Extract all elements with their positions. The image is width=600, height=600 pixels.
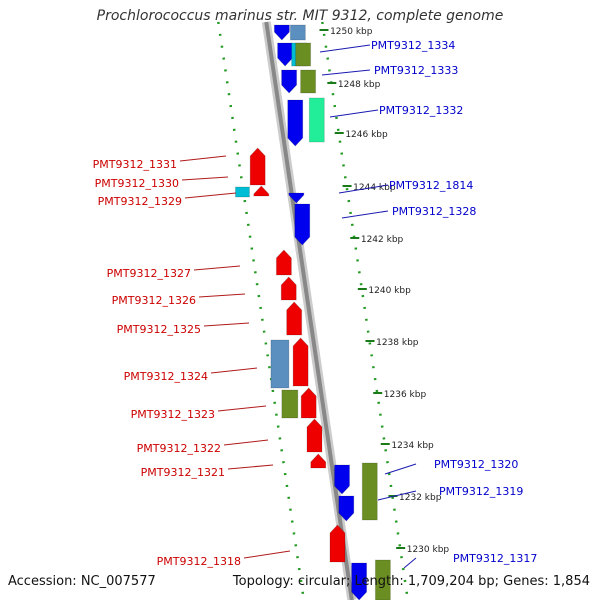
forward-gene-arrow xyxy=(281,69,298,94)
scale-tick-label: 1240 kbp xyxy=(368,286,411,296)
scale-tick-label: 1232 kbp xyxy=(399,493,442,503)
scale-tick-label: 1230 kbp xyxy=(407,545,450,555)
forward-gene-arrow xyxy=(334,464,351,495)
gene-label-pmt9312-1327: PMT9312_1327 xyxy=(107,267,191,280)
gene-label-pmt9312-1331: PMT9312_1331 xyxy=(93,158,177,171)
reverse-gene-arrow xyxy=(253,185,270,197)
forward-gene-arrow xyxy=(277,42,294,67)
gene-label-pmt9312-1326: PMT9312_1326 xyxy=(112,294,196,307)
forward-gene-arrow xyxy=(287,99,304,147)
reverse-gene-arrow xyxy=(329,524,346,563)
gene-label-pmt9312-1321: PMT9312_1321 xyxy=(141,466,225,479)
label-leader-line xyxy=(319,44,371,53)
reverse-gene-arrow xyxy=(306,418,323,453)
cog-bar xyxy=(281,389,299,419)
label-leader-line xyxy=(341,210,389,219)
cog-bar xyxy=(300,69,317,94)
cog-bar xyxy=(308,97,325,143)
gene-label-pmt9312-1322: PMT9312_1322 xyxy=(137,442,221,455)
label-leader-line xyxy=(217,405,267,412)
scale-tick-label: 1246 kbp xyxy=(345,130,388,140)
label-leader-line xyxy=(377,490,417,501)
gene-label-pmt9312-1329: PMT9312_1329 xyxy=(98,195,182,208)
forward-gene-arrow xyxy=(288,192,305,204)
reverse-gene-arrow xyxy=(280,276,297,301)
label-leader-line xyxy=(179,155,227,162)
scale-tick-label: 1248 kbp xyxy=(338,80,381,90)
map-title: Prochlorococcus marinus str. MIT 9312, c… xyxy=(96,8,504,24)
label-leader-line xyxy=(243,550,291,559)
forward-gene-arrow xyxy=(351,562,368,600)
gene-label-pmt9312-1330: PMT9312_1330 xyxy=(95,177,179,190)
scale-tick-label: 1244 kbp xyxy=(353,183,396,193)
scale-tick-label: 1242 kbp xyxy=(361,235,404,245)
label-leader-line xyxy=(198,293,246,298)
backbone-line xyxy=(264,21,354,600)
reverse-gene-arrow xyxy=(286,301,303,336)
label-leader-line xyxy=(184,192,237,199)
label-leader-line xyxy=(193,265,241,271)
label-leader-line xyxy=(403,557,417,569)
reverse-gene-arrow xyxy=(310,453,327,469)
scale-line-inner xyxy=(217,21,306,600)
label-leader-line xyxy=(210,367,258,374)
accession-label: Accession: NC_007577 xyxy=(8,574,156,589)
gene-label-pmt9312-1318: PMT9312_1318 xyxy=(157,555,241,568)
reverse-gene-arrow xyxy=(300,387,317,419)
gene-label-pmt9312-1323: PMT9312_1323 xyxy=(131,408,215,421)
reverse-gene-arrow xyxy=(249,147,266,186)
gene-label-pmt9312-1334: PMT9312_1334 xyxy=(371,39,455,52)
forward-gene-arrow xyxy=(338,495,355,522)
cog-bar xyxy=(289,24,306,41)
label-leader-line xyxy=(321,69,371,76)
scale-tick-label: 1234 kbp xyxy=(391,441,434,451)
scale-tick-label: 1236 kbp xyxy=(384,390,427,400)
label-leader-line xyxy=(203,322,250,327)
gene-label-pmt9312-1325: PMT9312_1325 xyxy=(117,323,201,336)
scale-tick-label: 1238 kbp xyxy=(376,338,419,348)
scale-line-outer xyxy=(321,21,410,600)
gene-label-pmt9312-1320: PMT9312_1320 xyxy=(434,458,518,471)
label-leader-line xyxy=(181,176,229,181)
forward-gene-arrow xyxy=(273,24,290,41)
label-leader-line xyxy=(384,463,417,475)
cog-bar xyxy=(374,559,391,600)
topology-label: Topology: circular; Length: 1,709,204 bp… xyxy=(232,574,590,589)
gene-label-pmt9312-1324: PMT9312_1324 xyxy=(124,370,208,383)
gene-label-pmt9312-1814: PMT9312_1814 xyxy=(389,179,473,192)
cog-bar xyxy=(234,186,250,198)
gene-label-pmt9312-1332: PMT9312_1332 xyxy=(379,104,463,117)
label-leader-line xyxy=(329,109,379,118)
scale-tick-label: 1250 kbp xyxy=(330,27,373,37)
gene-label-pmt9312-1317: PMT9312_1317 xyxy=(453,552,537,565)
forward-gene-arrow xyxy=(294,203,311,246)
reverse-gene-arrow xyxy=(292,337,309,387)
cog-bar xyxy=(361,462,378,521)
gene-label-pmt9312-1333: PMT9312_1333 xyxy=(374,64,458,77)
label-leader-line xyxy=(227,464,274,470)
cog-bar xyxy=(270,339,290,389)
reverse-gene-arrow xyxy=(275,249,292,276)
cog-bar xyxy=(295,42,312,67)
gene-label-pmt9312-1328: PMT9312_1328 xyxy=(392,205,476,218)
label-leader-line xyxy=(338,184,389,194)
label-leader-line xyxy=(223,439,269,446)
gene-label-pmt9312-1319: PMT9312_1319 xyxy=(439,485,523,498)
